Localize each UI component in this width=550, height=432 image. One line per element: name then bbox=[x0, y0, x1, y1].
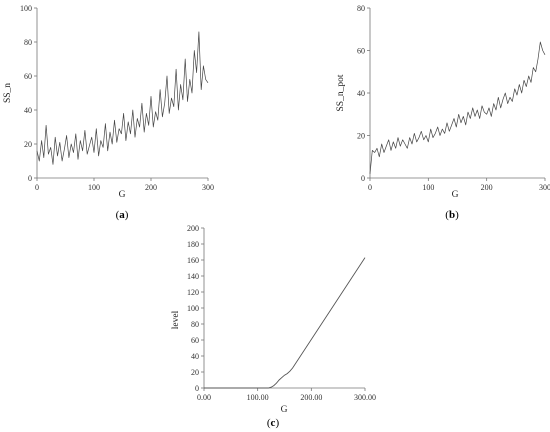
panel-a-y-ticks: 0 20 40 60 80 100 bbox=[20, 4, 37, 183]
panel-a-x-tick-label: 0 bbox=[35, 183, 39, 192]
panel-c-y-tick-label: 140 bbox=[187, 272, 199, 281]
panel-b: 0 20 40 60 80 0 100 200 300 G SS_n_pot (b) bbox=[336, 4, 550, 221]
panel-c-x-label: G bbox=[281, 405, 288, 415]
panel-a-series bbox=[36, 31, 209, 165]
panel-a-x-tick-label: 100 bbox=[88, 183, 100, 192]
panel-c-y-tick-label: 0 bbox=[195, 384, 199, 393]
panel-a-axis-frame bbox=[36, 8, 208, 179]
panel-b-y-tick-label: 60 bbox=[357, 47, 365, 56]
panel-b-caption: (b) bbox=[445, 209, 459, 221]
panel-c-y-tick-label: 40 bbox=[191, 352, 199, 361]
panel-c-axes bbox=[203, 228, 365, 389]
panel-c-series-line bbox=[204, 257, 366, 389]
panel-b-y-label: SS_n_pot bbox=[336, 74, 346, 111]
panel-c-y-tick-label: 180 bbox=[187, 240, 199, 249]
panel-b-axes bbox=[369, 8, 545, 179]
panel-b-x-tick-label: 0 bbox=[368, 183, 372, 192]
panel-a-y-tick-label: 20 bbox=[24, 140, 32, 149]
panel-b-x-tick-label: 300 bbox=[539, 183, 550, 192]
panel-c-y-tick-label: 80 bbox=[191, 320, 199, 329]
panel-c-y-tick-label: 100 bbox=[187, 304, 199, 313]
panel-c-y-tick-label: 120 bbox=[187, 288, 199, 297]
panel-c-y-tick-label: 160 bbox=[187, 256, 199, 265]
panel-c-y-ticks: 0 20 40 60 80 100 120 140 160 180 200 bbox=[187, 224, 204, 393]
panel-b-series-line bbox=[369, 41, 546, 174]
panel-c-x-tick-label: 0.00 bbox=[197, 393, 211, 402]
panel-c-series bbox=[204, 257, 366, 389]
panel-b-x-ticks: 0 100 200 300 bbox=[368, 178, 550, 192]
panel-a-y-tick-label: 0 bbox=[28, 174, 32, 183]
panel-c-axis-frame bbox=[203, 228, 365, 389]
panel-a-caption-letter: a bbox=[119, 209, 125, 221]
panel-b-y-tick-label: 0 bbox=[361, 174, 365, 183]
panel-a-y-tick-label: 60 bbox=[24, 72, 32, 81]
panel-b-y-tick-label: 40 bbox=[357, 89, 365, 98]
panel-c-x-tick-label: 200.00 bbox=[300, 393, 322, 402]
panel-b-x-tick-label: 200 bbox=[481, 183, 493, 192]
panel-a-y-label: SS_n bbox=[3, 83, 13, 103]
panel-a-series-line bbox=[36, 31, 209, 165]
panel-c-caption: (c) bbox=[267, 417, 280, 429]
panel-a-x-label: G bbox=[119, 190, 126, 200]
panel-c-y-label: level bbox=[171, 310, 181, 329]
panel-b-x-label: G bbox=[452, 190, 459, 200]
panel-a-x-tick-label: 300 bbox=[202, 183, 214, 192]
panel-b-series bbox=[369, 41, 546, 174]
panel-c-y-tick-label: 60 bbox=[191, 336, 199, 345]
panel-b-y-tick-label: 80 bbox=[357, 4, 365, 13]
panel-b-caption-letter: b bbox=[449, 209, 455, 221]
panel-a-y-tick-label: 40 bbox=[24, 106, 32, 115]
panel-b-y-tick-label: 20 bbox=[357, 132, 365, 141]
panel-c-y-tick-label: 20 bbox=[191, 368, 199, 377]
panel-c-x-ticks: 0.00 100.00 200.00 300.00 bbox=[197, 388, 376, 402]
panel-a-caption: (a) bbox=[116, 209, 129, 221]
panel-b-y-ticks: 0 20 40 60 80 bbox=[357, 4, 370, 183]
panel-a-x-tick-label: 200 bbox=[145, 183, 157, 192]
panel-a-y-tick-label: 80 bbox=[24, 38, 32, 47]
panel-a-axes bbox=[36, 8, 208, 179]
panel-a: 0 20 40 60 80 100 0 100 200 300 G SS_n (a) bbox=[3, 4, 214, 221]
panel-c: 0 20 40 60 80 100 120 140 160 180 200 0.00 100.00 20… bbox=[171, 224, 376, 429]
panel-c-x-tick-label: 100.00 bbox=[247, 393, 269, 402]
panel-a-y-tick-label: 100 bbox=[20, 4, 32, 13]
panel-b-axis-frame bbox=[369, 8, 545, 179]
panel-c-x-tick-label: 300.00 bbox=[354, 393, 376, 402]
panel-c-y-tick-label: 200 bbox=[187, 224, 199, 233]
panel-c-caption-letter: c bbox=[271, 417, 276, 429]
panel-b-x-tick-label: 100 bbox=[422, 183, 434, 192]
panel-a-x-ticks: 0 100 200 300 bbox=[35, 178, 214, 192]
